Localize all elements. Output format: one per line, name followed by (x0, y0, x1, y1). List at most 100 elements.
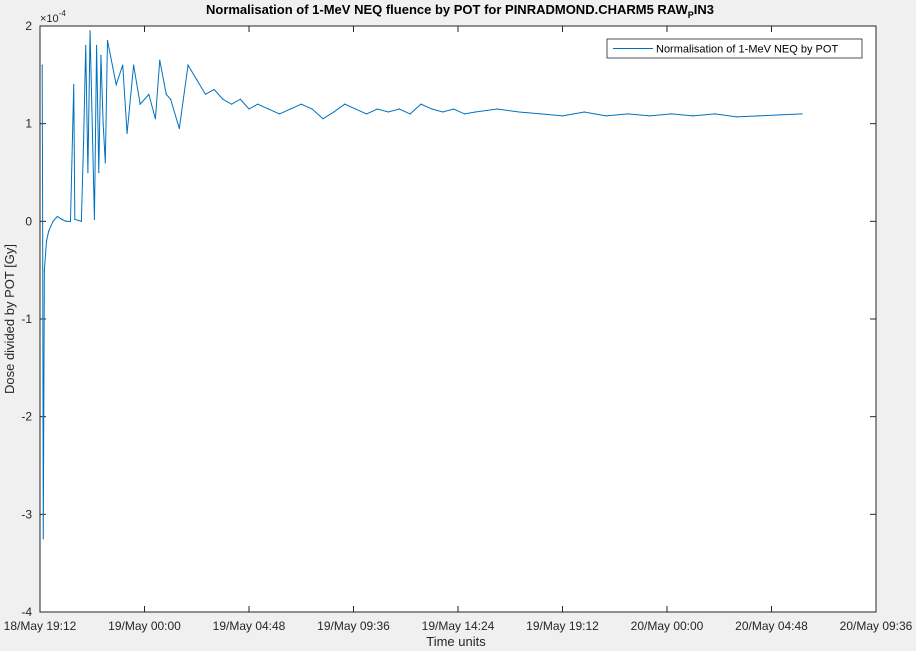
data-point (518, 111, 520, 113)
data-point (65, 220, 67, 222)
data-point (43, 269, 45, 271)
data-point (627, 113, 629, 115)
legend: Normalisation of 1-MeV NEQ by POT (606, 38, 863, 59)
data-point (102, 123, 104, 125)
data-point (74, 218, 76, 220)
data-point (82, 142, 85, 144)
data-point (230, 103, 233, 105)
data-point (365, 113, 368, 115)
data-point (159, 59, 161, 61)
axis-ticks: 18/May 19:12 19/May 00:00 19/May 04:48 19/M… (4, 19, 913, 633)
data-point (89, 30, 91, 32)
chart-title: Normalisation of 1-MeV NEQ fluence by PO… (206, 2, 714, 20)
data-point (165, 93, 167, 95)
data-point (98, 171, 100, 174)
data-point (289, 108, 291, 110)
y-exponent-label: ×10-4 (40, 9, 66, 25)
y-tick-label: -4 (21, 605, 32, 619)
data-point (122, 64, 124, 66)
x-tick-label: 18/May 19:12 (4, 619, 77, 633)
x-tick-label: 20/May 00:00 (631, 619, 704, 633)
data-point (106, 40, 109, 42)
data-point (344, 103, 346, 105)
legend-label: Normalisation of 1-MeV NEQ by POT (656, 44, 838, 56)
data-point (85, 44, 87, 47)
data-point (48, 230, 50, 232)
y-tick-label: 0 (25, 214, 32, 228)
data-point (355, 108, 357, 110)
data-point (87, 171, 89, 174)
data-point (670, 113, 672, 115)
data-point (45, 240, 48, 242)
data-point (100, 54, 102, 56)
plot-area (39, 25, 877, 613)
data-point (115, 84, 117, 86)
data-point (154, 118, 156, 120)
data-point (463, 113, 466, 115)
data-point (213, 88, 215, 91)
data-point (583, 111, 585, 113)
data-point (322, 118, 324, 120)
x-tick-label: 19/May 14:24 (422, 619, 495, 633)
x-tick-label: 20/May 04:48 (735, 619, 808, 633)
y-tick-label: 1 (25, 117, 32, 131)
data-point (311, 108, 313, 110)
data-point (779, 114, 781, 116)
data-point (69, 220, 72, 222)
data-point (278, 113, 281, 115)
data-point (196, 79, 198, 81)
data-point (398, 108, 400, 110)
data-point (222, 98, 224, 100)
y-exponent-power: -4 (59, 9, 67, 18)
x-tick-label: 19/May 04:48 (213, 619, 286, 633)
data-point (714, 113, 716, 115)
data-point (178, 127, 180, 130)
data-point (333, 111, 335, 113)
y-tick-label: 2 (25, 19, 32, 33)
chart-title-main: Normalisation of 1-MeV NEQ fluence by PO… (206, 2, 688, 17)
chart-title-tail: IN3 (694, 2, 714, 17)
data-point (692, 115, 694, 117)
chart-title-subscript: P (688, 10, 694, 20)
series-layer (41, 30, 803, 540)
x-tick-label: 19/May 19:12 (526, 619, 599, 633)
y-tick-label: -1 (21, 312, 32, 326)
data-point (187, 64, 189, 66)
data-point (474, 111, 477, 113)
data-point (387, 111, 389, 113)
data-point (133, 64, 135, 66)
data-point (409, 113, 411, 115)
series-line (41, 30, 803, 539)
data-point (239, 98, 241, 100)
y-axis-label: Dose divided by POT [Gy] (2, 244, 17, 394)
data-point (257, 103, 259, 105)
data-point (431, 108, 433, 110)
data-point (757, 115, 760, 117)
data-point (96, 44, 98, 47)
data-point (139, 103, 141, 105)
y-exponent-base: ×10 (40, 13, 59, 25)
data-point (93, 218, 96, 220)
data-point (561, 115, 564, 117)
data-point (267, 108, 270, 110)
data-point (376, 108, 379, 110)
data-point (540, 113, 542, 115)
data-point (56, 215, 59, 218)
data-point (42, 538, 44, 540)
y-tick-label: -3 (21, 507, 32, 521)
x-tick-label: 19/May 09:36 (317, 619, 390, 633)
data-point (204, 93, 207, 95)
data-point (496, 108, 498, 110)
data-point (648, 115, 651, 117)
data-point (52, 220, 54, 222)
data-point (148, 93, 150, 95)
data-point (104, 162, 106, 164)
data-point (80, 220, 82, 222)
data-point (420, 103, 422, 105)
y-tick-label: -2 (21, 410, 32, 424)
x-tick-label: 19/May 00:00 (108, 619, 181, 633)
data-point (41, 64, 43, 66)
data-point (453, 108, 455, 110)
data-point (442, 111, 444, 113)
